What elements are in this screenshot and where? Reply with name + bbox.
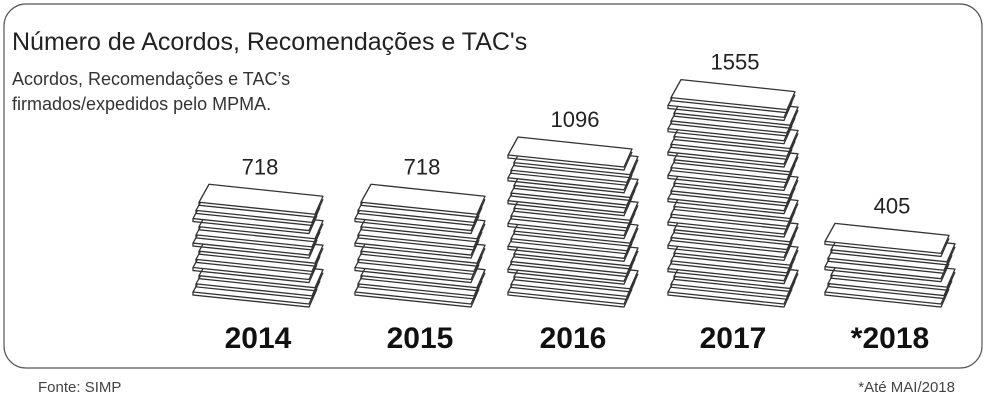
value-label: 1555 xyxy=(711,50,760,75)
value-label: 718 xyxy=(404,154,441,179)
category-label: *2018 xyxy=(851,322,929,355)
value-label: 1096 xyxy=(551,107,600,132)
paper-stack xyxy=(508,137,638,307)
note: *Até MAI/2018 xyxy=(858,379,955,396)
source: Fonte: SIMP xyxy=(38,379,121,396)
paper-stack xyxy=(193,184,323,307)
value-label: 405 xyxy=(874,193,911,218)
paper-stack xyxy=(355,184,485,307)
category-label: 2016 xyxy=(540,322,607,355)
paper-stack xyxy=(668,80,798,307)
subtitle-line: firmados/expedidos pelo MPMA. xyxy=(12,94,271,114)
category-label: 2017 xyxy=(700,322,767,355)
value-label: 718 xyxy=(242,154,279,179)
chart: Número de Acordos, Recomendações e TAC's… xyxy=(0,0,987,402)
subtitle-line: Acordos, Recomendações e TAC’s xyxy=(12,69,290,89)
category-label: 2015 xyxy=(387,322,454,355)
frame xyxy=(4,4,982,368)
category-label: 2014 xyxy=(225,322,292,355)
chart-title: Número de Acordos, Recomendações e TAC's xyxy=(12,28,527,56)
paper-stack xyxy=(825,223,955,307)
